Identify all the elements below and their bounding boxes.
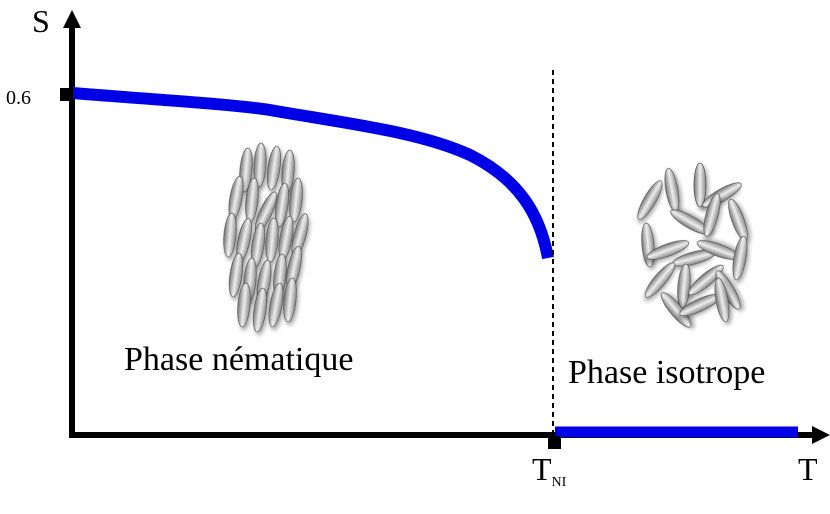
transition-label: TNI (532, 451, 567, 490)
isotropic-molecule (641, 222, 655, 268)
isotropic-molecule (660, 292, 692, 328)
isotropic-molecule (688, 264, 724, 296)
nematic-molecule (253, 142, 267, 188)
nematic-molecule (274, 182, 290, 228)
isotropic-molecule (637, 180, 663, 220)
y-axis-arrow (63, 10, 81, 28)
x-axis-label: T (798, 451, 818, 487)
y-tick-marker (60, 88, 73, 101)
nematic-molecule (289, 177, 303, 223)
transition-subscript: NI (552, 475, 567, 490)
nematic-molecule (283, 277, 297, 323)
nematic-molecule (237, 282, 251, 328)
nematic-molecule (223, 212, 237, 258)
nematic-molecule (228, 252, 244, 298)
nematic-molecule (228, 175, 244, 221)
y-axis-label: S (32, 3, 50, 39)
nematic-molecule (266, 145, 282, 191)
isotropic-molecule (693, 162, 707, 208)
isotropic-molecule (646, 240, 690, 260)
isotropic-molecule (703, 193, 721, 237)
isotropic-molecule (644, 262, 676, 298)
nematic-molecule (265, 217, 279, 263)
y-tick-label: 0.6 (6, 87, 31, 109)
isotropic-molecule (714, 277, 730, 323)
nematic-molecule (268, 282, 284, 328)
isotropic-molecule (677, 263, 691, 309)
isotropic-molecule (728, 198, 748, 242)
transition-symbol: T (532, 451, 552, 487)
x-tick-marker (548, 436, 561, 449)
order-parameter-curve (71, 87, 554, 260)
x-axis-arrow (812, 426, 830, 444)
nematic-label: Phase nématique (124, 341, 353, 378)
isotropic-label: Phase isotrope (568, 354, 765, 391)
molecules (223, 142, 748, 333)
isotropic-molecule (732, 235, 748, 281)
nematic-molecule (252, 287, 268, 333)
isotropic-molecule (664, 167, 680, 213)
